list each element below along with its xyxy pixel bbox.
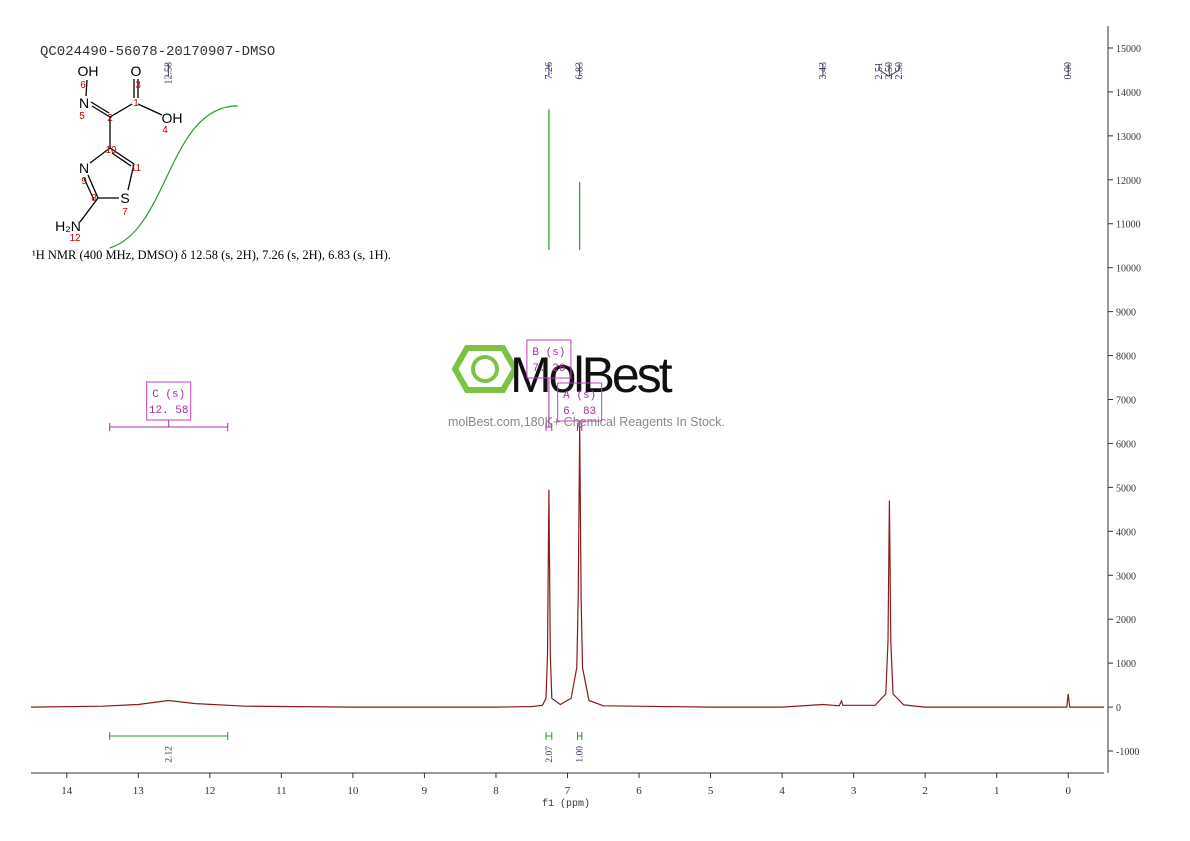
x-tick-label: 9	[422, 785, 428, 797]
integral-bracket	[577, 732, 583, 740]
atom-label: N	[79, 160, 89, 176]
multiplet-range	[545, 378, 553, 431]
x-tick-label: 4	[779, 785, 785, 797]
multiplet-name: C (s)	[152, 389, 185, 401]
atom-label: S	[120, 190, 129, 206]
x-tick-label: 8	[493, 785, 499, 797]
y-tick-label: 5000	[1116, 483, 1136, 494]
y-tick-label: 0	[1116, 703, 1121, 714]
y-tick-label: 15000	[1116, 44, 1141, 55]
x-tick-label: 0	[1065, 785, 1071, 797]
x-tick-label: 2	[922, 785, 928, 797]
chart-title: QC024490-56078-20170907-DMSO	[40, 44, 275, 60]
description: ¹H NMR (400 MHz, DMSO) δ 12.58 (s, 2H), …	[32, 248, 391, 262]
y-tick-label: 9000	[1116, 308, 1136, 319]
spectrum-line	[30, 425, 1104, 708]
atom-label: N	[79, 95, 89, 111]
y-tick-label: 10000	[1116, 264, 1141, 275]
atom-number: 1	[133, 98, 139, 109]
x-axis-label: f1 (ppm)	[542, 798, 590, 810]
y-tick-label: 8000	[1116, 352, 1136, 363]
y-tick-label: 12000	[1116, 176, 1141, 187]
x-tick-label: 12	[204, 785, 215, 797]
x-tick-label: 3	[851, 785, 857, 797]
watermark-tagline: molBest.com,180K+ Chemical Reagents In S…	[448, 415, 725, 429]
x-tick-label: 1	[994, 785, 1000, 797]
watermark-brand: MolBest	[510, 347, 673, 403]
integral-bracket	[545, 732, 553, 740]
y-tick-label: 3000	[1116, 571, 1136, 582]
atom-number: 7	[122, 207, 128, 218]
atom-label: OH	[78, 63, 99, 79]
x-tick-label: 7	[565, 785, 571, 797]
integral-curve	[109, 105, 238, 249]
atom-number: 2	[107, 113, 113, 124]
atom-number: 10	[105, 145, 117, 156]
molecule-bonds	[79, 79, 163, 223]
y-tick-label: 13000	[1116, 132, 1141, 143]
integral-label: 2.12	[165, 746, 175, 763]
y-tick-label: 2000	[1116, 615, 1136, 626]
atom-label: OH	[162, 110, 183, 126]
atom-number: 4	[162, 125, 168, 136]
multiplet-range	[109, 420, 229, 431]
multiplet-shift: 6. 83	[563, 406, 596, 418]
atom-number: 5	[79, 111, 85, 122]
multiplet-shift: 12. 58	[149, 405, 189, 417]
x-tick-label: 14	[61, 785, 73, 797]
integral-label: 1.00	[576, 746, 586, 763]
atom-label: O	[131, 63, 142, 79]
atom-number: 11	[131, 163, 142, 174]
x-tick-label: 11	[276, 785, 287, 797]
atom-number: 3	[135, 80, 141, 91]
peak-label: 2.50	[894, 62, 905, 80]
atom-number: 8	[91, 193, 97, 204]
x-tick-label: 6	[636, 785, 642, 797]
y-tick-label: 14000	[1116, 88, 1141, 99]
multiplet-range	[577, 421, 583, 431]
atom-number: 6	[80, 80, 86, 91]
multiplet-shift: 7. 26	[532, 363, 565, 375]
y-tick-label: 1000	[1116, 659, 1136, 670]
atom-number: 12	[69, 233, 81, 244]
peak-marker	[889, 64, 900, 77]
atom-number: 9	[81, 176, 87, 187]
y-tick-label: -1000	[1116, 747, 1139, 758]
x-tick-label: 10	[347, 785, 359, 797]
y-tick-label: 7000	[1116, 396, 1136, 407]
peak-marker	[878, 64, 889, 77]
integral-bracket	[109, 732, 229, 740]
y-tick-label: 6000	[1116, 439, 1136, 450]
x-tick-label: 5	[708, 785, 714, 797]
integral-label: 2.07	[545, 746, 555, 763]
y-tick-label: 11000	[1116, 220, 1141, 231]
x-tick-label: 13	[133, 785, 145, 797]
y-tick-label: 4000	[1116, 527, 1136, 538]
multiplet-name: A (s)	[563, 390, 596, 402]
atom-label: H₂N	[55, 218, 81, 234]
watermark-logo	[451, 345, 519, 393]
multiplet-name: B (s)	[532, 347, 565, 359]
